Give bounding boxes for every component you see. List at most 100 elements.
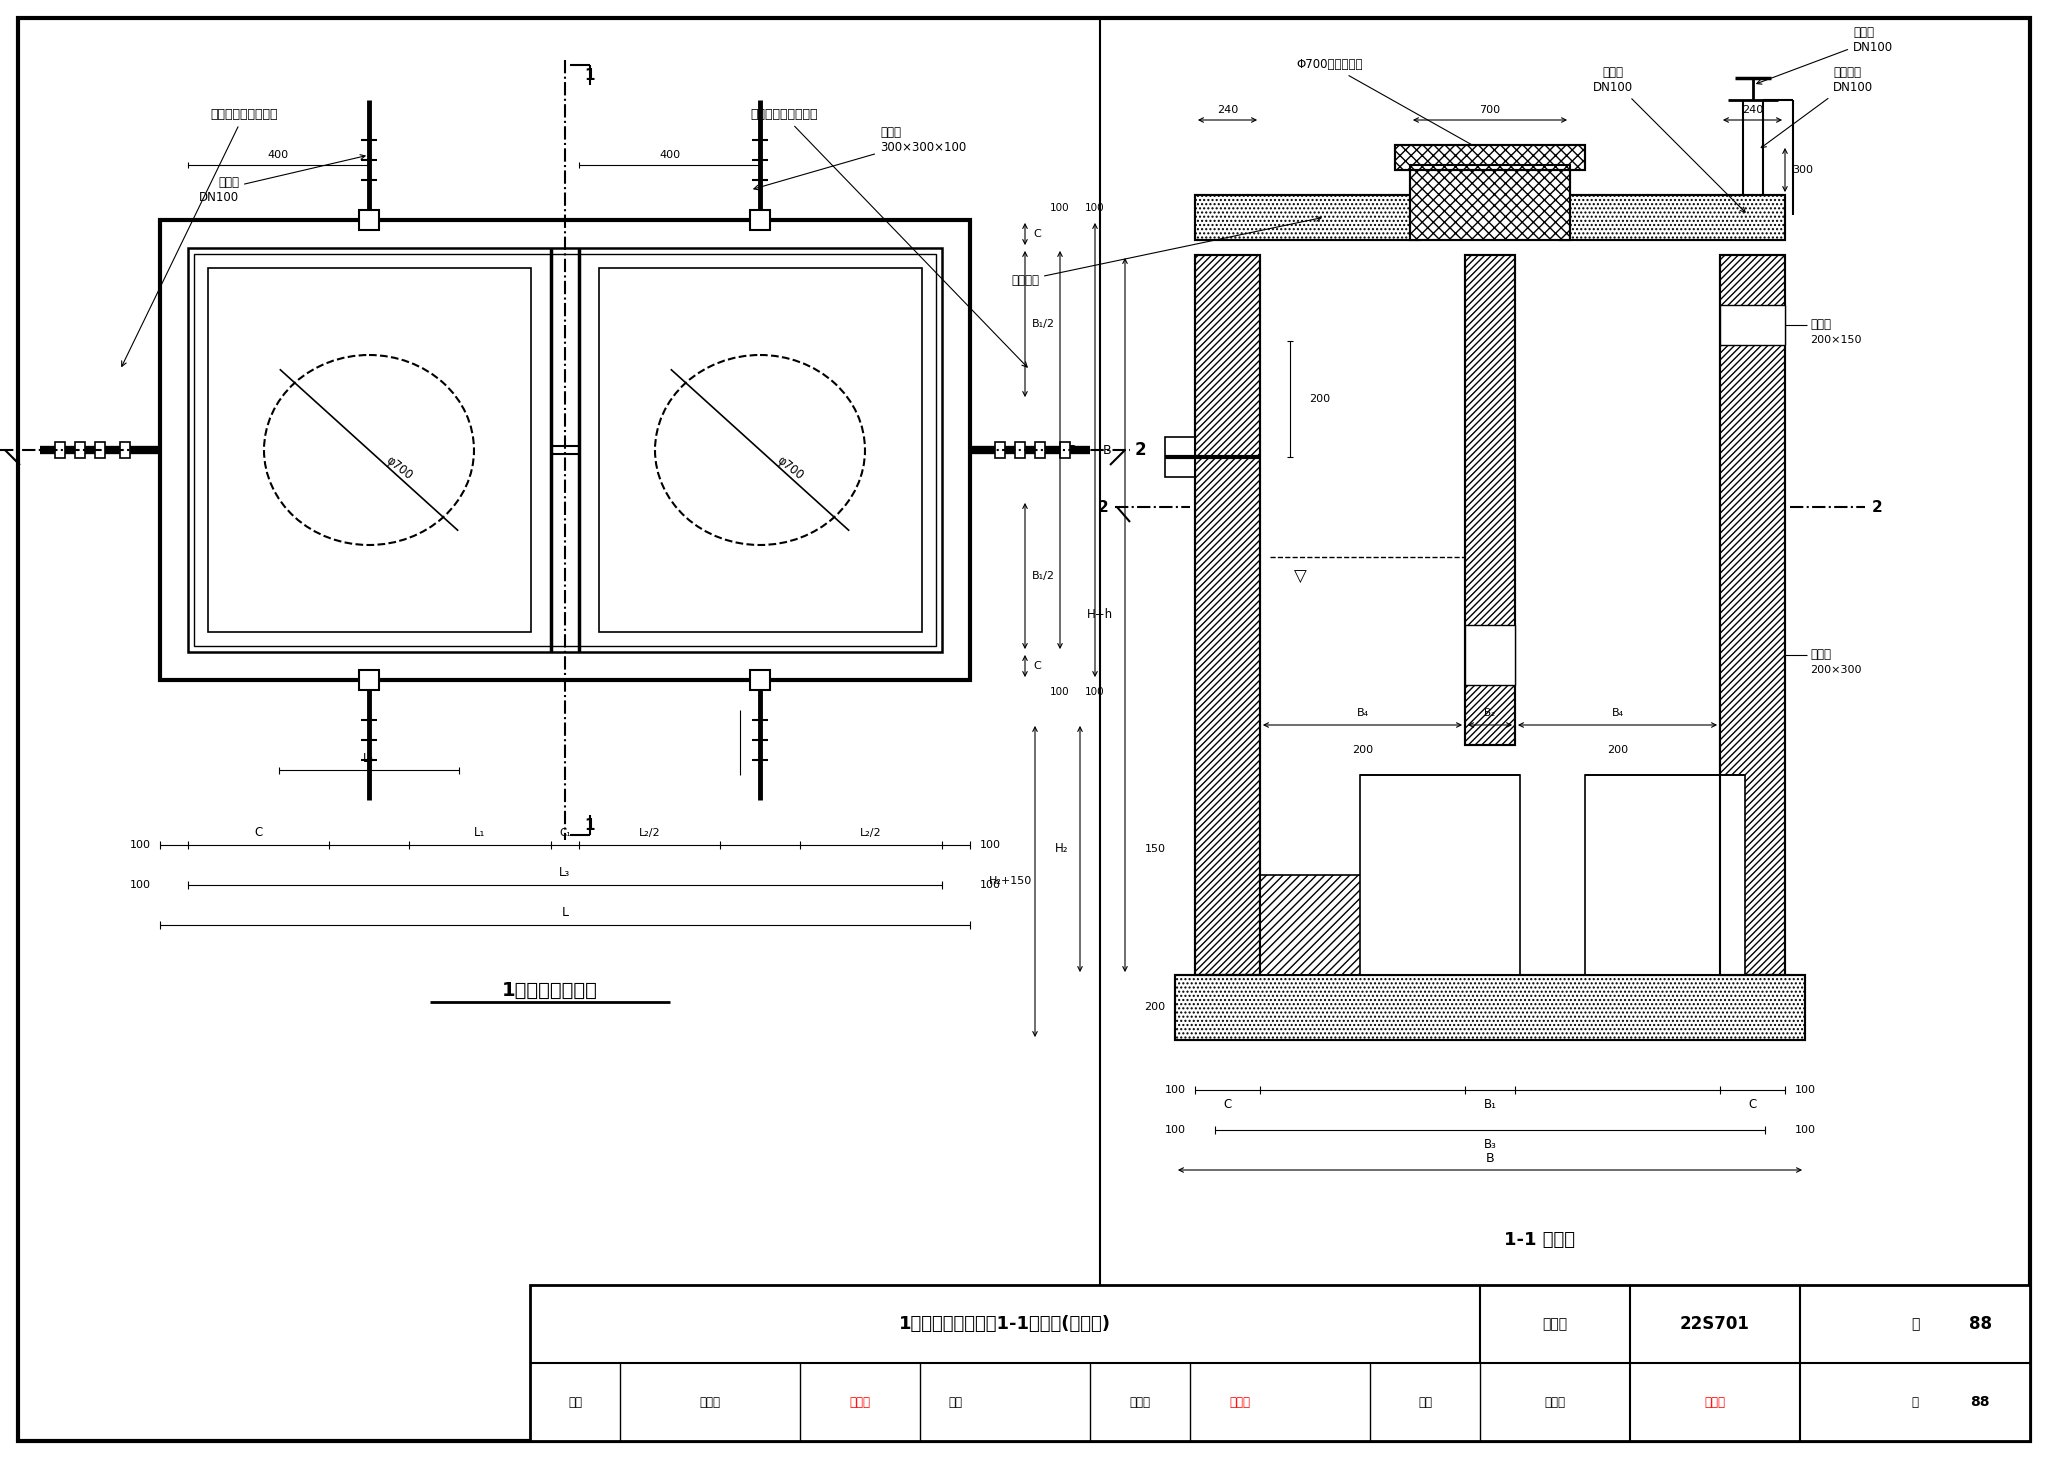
Text: B₃: B₃ [1069,444,1081,457]
Bar [1585,775,1745,975]
Text: 通气竖管
DN100: 通气竖管 DN100 [1761,66,1874,147]
Text: 100: 100 [1085,203,1104,213]
Bar [1194,196,1419,239]
Text: B: B [1102,444,1112,457]
Text: H₂: H₂ [1055,842,1069,855]
Text: L₃: L₃ [559,867,571,880]
Bar [1720,255,1786,975]
Text: 通气孔: 通气孔 [1810,318,1831,331]
Text: 1: 1 [586,817,596,833]
Text: B₁: B₁ [1483,1099,1497,1112]
Text: 通气管
DN100: 通气管 DN100 [199,155,365,204]
Text: φ700: φ700 [383,454,416,483]
Text: C: C [1223,1099,1231,1112]
Text: 通气帽
DN100: 通气帽 DN100 [1757,26,1892,85]
Bar [598,268,922,632]
Bar [1395,144,1585,171]
Bar [160,220,971,680]
Bar [1409,165,1571,239]
Text: 200: 200 [1145,1002,1165,1013]
Bar [1194,255,1260,975]
Text: 100: 100 [1165,1125,1186,1135]
Text: 审核: 审核 [567,1395,582,1408]
Text: 管支墩
300×300×100: 管支墩 300×300×100 [754,125,967,190]
Text: 88: 88 [1970,1395,1991,1409]
Text: Φ700井盖及盖座: Φ700井盖及盖座 [1296,58,1487,153]
Text: 88: 88 [1968,1315,1991,1334]
Text: 1-1 剑面图: 1-1 剑面图 [1505,1231,1575,1249]
Text: 240: 240 [1743,105,1763,115]
Text: B: B [1485,1151,1495,1164]
Text: 300: 300 [1792,165,1812,175]
Text: B₄: B₄ [1356,708,1368,718]
Bar [1016,442,1024,458]
Bar [1464,255,1516,744]
Text: 现浇盖板: 现浇盖板 [1012,216,1321,286]
Text: B₁/2: B₁/2 [1032,320,1055,328]
Text: B₁/2: B₁/2 [1032,570,1055,581]
Bar [1061,442,1069,458]
Circle shape [1077,445,1087,455]
Circle shape [37,438,59,463]
Text: C₁: C₁ [559,829,571,837]
Text: 100: 100 [1051,687,1069,697]
Text: 2: 2 [1135,441,1145,460]
Text: 进水管三个方向任选: 进水管三个方向任选 [121,108,276,366]
Polygon shape [1260,875,1409,975]
Text: 100: 100 [979,840,1001,851]
Text: 200×150: 200×150 [1810,336,1862,344]
Text: 700: 700 [1479,105,1501,115]
Bar [995,442,1006,458]
Text: 设计: 设计 [1417,1395,1432,1408]
Text: 200: 200 [1309,394,1331,404]
Text: 100: 100 [1794,1085,1815,1096]
Text: 校对: 校对 [948,1395,963,1408]
Text: ▽: ▽ [1294,569,1307,587]
Text: B₄: B₄ [1612,708,1624,718]
Text: C: C [1032,661,1040,671]
Bar [1409,165,1571,239]
Bar [358,210,379,231]
Text: 100: 100 [1051,203,1069,213]
Text: 齐璐静: 齐璐静 [1704,1395,1726,1408]
Text: 过水孔: 过水孔 [1810,648,1831,661]
Bar [1176,975,1804,1040]
Text: 100: 100 [1794,1125,1815,1135]
Bar [750,210,770,231]
Text: 1号化粪池平面图、1-1剖面图(有覆土): 1号化粪池平面图、1-1剖面图(有覆土) [899,1315,1110,1334]
Bar [121,442,129,458]
Bar [55,442,66,458]
Bar [1395,144,1585,171]
Text: L: L [561,906,569,919]
Text: C: C [1032,229,1040,239]
Text: φ700: φ700 [774,454,805,483]
Text: B₃: B₃ [1483,1138,1497,1151]
Bar [195,254,936,646]
Text: 400: 400 [659,150,680,160]
Bar [1720,255,1786,975]
Text: 石晓斌: 石晓斌 [1130,1395,1151,1408]
Text: 240: 240 [1217,105,1239,115]
Text: 穆化敏: 穆化敏 [700,1395,721,1408]
Text: L₄: L₄ [362,751,375,765]
Text: B₂: B₂ [1485,708,1495,718]
Bar [750,670,770,690]
Text: 100: 100 [979,880,1001,890]
Text: 2: 2 [1872,499,1882,515]
Text: L₂/2: L₂/2 [860,829,883,837]
Bar [530,1285,2030,1441]
Text: 齐璐静: 齐璐静 [1544,1395,1565,1408]
Bar [1176,975,1804,1040]
Text: L₂/2: L₂/2 [639,829,659,837]
Text: 400: 400 [268,150,289,160]
Bar [1194,196,1419,239]
Bar [358,670,379,690]
Text: 100: 100 [129,880,150,890]
Text: H₂+150: H₂+150 [989,877,1032,887]
Text: 穆化敏: 穆化敏 [850,1395,870,1408]
Bar [188,248,942,652]
Text: 石晓斌: 石晓斌 [1229,1395,1251,1408]
Bar [76,442,86,458]
Bar [1360,775,1520,975]
Text: 100: 100 [1085,687,1104,697]
